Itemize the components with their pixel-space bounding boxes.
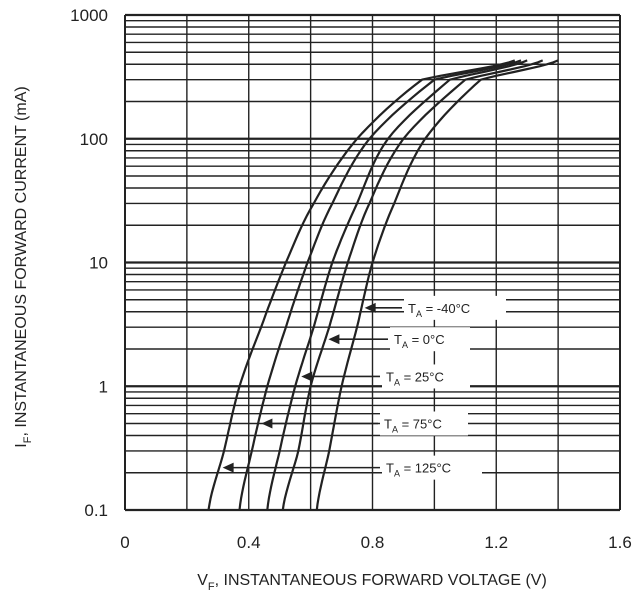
series-label: TA = 125°C (386, 461, 451, 479)
series-line (281, 59, 544, 511)
chart-annotations: TA = -40°C TA = 0°C TA = 25°C TA = 75°C TA =… (222, 295, 506, 480)
series-line (207, 59, 516, 511)
series-label-bg (382, 364, 470, 389)
y-tick-label: 0.1 (84, 501, 108, 520)
x-tick-label: 1.6 (608, 533, 632, 552)
series-arrowhead (261, 418, 273, 429)
x-tick-label: 1.2 (484, 533, 508, 552)
series-label-bg (390, 327, 470, 352)
series-arrowhead (222, 462, 234, 473)
series-arrowhead (328, 334, 340, 345)
series-label: TA = -40°C (408, 301, 470, 319)
y-tick-label: 1000 (70, 6, 108, 25)
y-axis-label: IF, INSTANTANEOUS FORWARD CURRENT (mA) (13, 86, 34, 447)
series-line (266, 59, 528, 511)
series-label: TA = 25°C (386, 369, 444, 387)
x-tick-label: 0 (120, 533, 129, 552)
y-tick-label: 1 (99, 377, 108, 396)
series-arrowhead (301, 371, 313, 382)
series-line (238, 59, 522, 511)
y-tick-label: 100 (80, 130, 108, 149)
series-label-bg (382, 455, 482, 480)
y-tick-label: 10 (89, 254, 108, 273)
series-label: TA = 0°C (394, 332, 445, 350)
chart-ticks: 0 0.4 0.8 1.2 1.6 0.1 1 10 100 1000 (70, 6, 632, 552)
series-label-bg (404, 295, 506, 320)
series-label-bg (380, 411, 468, 436)
x-tick-label: 0.4 (237, 533, 261, 552)
chart-curves (207, 59, 559, 511)
x-tick-label: 0.8 (361, 533, 385, 552)
series-arrowhead (364, 302, 376, 313)
series-label: TA = 75°C (384, 417, 442, 435)
x-axis-label: VF, INSTANTANEOUS FORWARD VOLTAGE (V) (197, 572, 547, 593)
series-line (315, 59, 559, 511)
